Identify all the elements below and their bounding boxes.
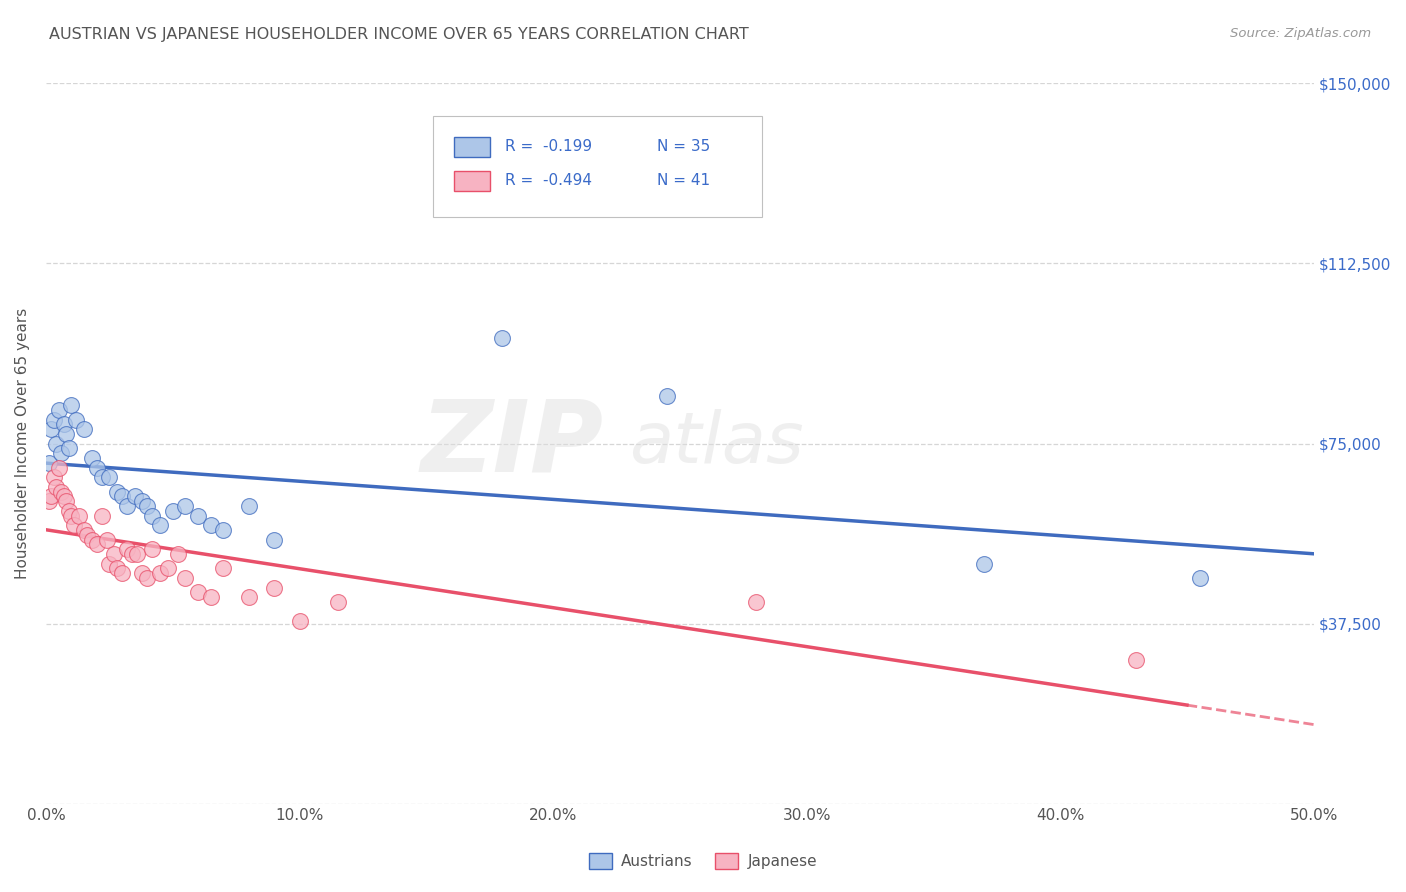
Text: R =  -0.199: R = -0.199 [505, 139, 592, 154]
Point [48, 460, 70, 475]
Point [39, 489, 62, 503]
Point [76, 527, 98, 541]
Point [238, 590, 260, 604]
Legend: Austrians, Japanese: Austrians, Japanese [582, 847, 824, 875]
Point [212, 561, 235, 575]
Point [90, 470, 112, 484]
Point [65, 412, 87, 426]
Text: N = 41: N = 41 [657, 173, 710, 188]
Point [48, 403, 70, 417]
Point [127, 547, 149, 561]
Point [52, 489, 75, 503]
Point [51, 484, 73, 499]
Point [55, 426, 77, 441]
Point [60, 508, 83, 523]
Text: R =  -0.494: R = -0.494 [505, 173, 592, 188]
Point [55, 494, 77, 508]
Y-axis label: Householder Income Over 65 years: Householder Income Over 65 years [15, 308, 30, 579]
Point [80, 533, 103, 547]
Text: ZIP: ZIP [420, 395, 603, 492]
Point [491, 331, 513, 345]
Point [86, 537, 108, 551]
Point [45, 480, 67, 494]
Point [238, 499, 260, 513]
Text: N = 35: N = 35 [657, 139, 710, 154]
Point [1125, 652, 1147, 666]
Bar [454, 136, 489, 157]
Point [51, 446, 73, 460]
Point [174, 571, 197, 585]
Point [39, 422, 62, 436]
Point [90, 508, 112, 523]
Point [80, 450, 103, 465]
Point [121, 547, 143, 561]
Point [136, 499, 159, 513]
Point [45, 436, 67, 450]
Point [105, 484, 128, 499]
Point [1188, 571, 1211, 585]
Point [745, 595, 768, 609]
Point [149, 518, 172, 533]
Point [73, 422, 96, 436]
Point [212, 523, 235, 537]
Point [38, 494, 60, 508]
Point [174, 499, 197, 513]
FancyBboxPatch shape [433, 116, 762, 217]
Point [973, 557, 995, 571]
Point [162, 504, 184, 518]
Point [136, 571, 159, 585]
Point [288, 614, 311, 628]
Point [156, 561, 179, 575]
Point [166, 547, 188, 561]
Point [111, 489, 134, 503]
Point [103, 547, 125, 561]
Point [60, 398, 83, 412]
Point [73, 523, 96, 537]
Point [131, 494, 153, 508]
Point [38, 456, 60, 470]
Point [58, 442, 80, 456]
Point [131, 566, 153, 581]
Point [115, 542, 138, 557]
Point [124, 489, 146, 503]
Text: atlas: atlas [628, 409, 804, 478]
Point [326, 595, 349, 609]
Point [149, 566, 172, 581]
Point [263, 581, 285, 595]
Point [141, 508, 163, 523]
Point [52, 417, 75, 432]
Point [141, 542, 163, 557]
Point [42, 412, 65, 426]
Point [187, 508, 209, 523]
Point [115, 499, 138, 513]
Point [67, 508, 90, 523]
Point [657, 388, 679, 402]
Point [98, 557, 121, 571]
Point [200, 518, 222, 533]
Point [96, 533, 118, 547]
Text: AUSTRIAN VS JAPANESE HOUSEHOLDER INCOME OVER 65 YEARS CORRELATION CHART: AUSTRIAN VS JAPANESE HOUSEHOLDER INCOME … [49, 27, 749, 42]
Point [200, 590, 222, 604]
Point [86, 460, 108, 475]
Text: Source: ZipAtlas.com: Source: ZipAtlas.com [1230, 27, 1371, 40]
Point [58, 504, 80, 518]
Point [187, 585, 209, 599]
Point [42, 470, 65, 484]
Point [98, 470, 121, 484]
Point [105, 561, 128, 575]
Point [63, 518, 86, 533]
Bar [454, 170, 489, 191]
Point [111, 566, 134, 581]
Point [263, 533, 285, 547]
